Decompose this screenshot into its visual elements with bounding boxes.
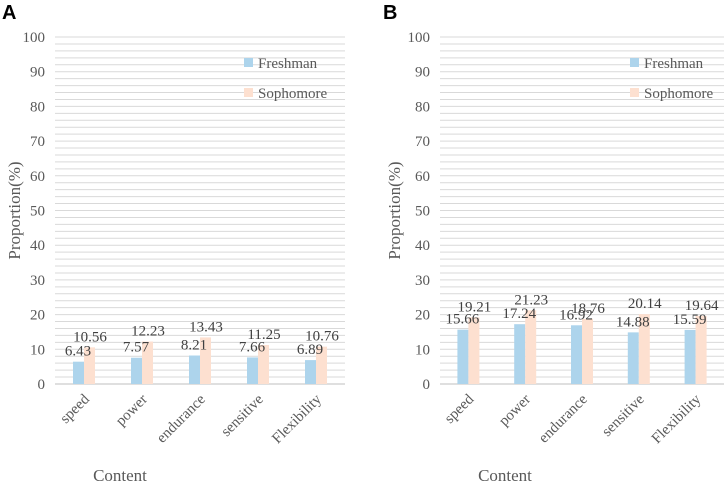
panel-a-bar-freshman-power — [131, 357, 142, 384]
panel-b-x-axis-title: Content — [478, 466, 532, 483]
panel-a-y-tick-label: 50 — [30, 204, 45, 220]
panel-a-y-tick-label: 30 — [30, 273, 45, 289]
panel-b-data-label-sophomore: 21.23 — [514, 292, 548, 308]
panel-b-bar-freshman-sensitive — [627, 332, 639, 384]
panel-a-letter: A — [2, 2, 16, 24]
panel-a-bar-freshman-speed — [73, 361, 84, 384]
panel-a-data-label-sophomore: 12.23 — [131, 324, 165, 340]
panel-b-y-tick-label: 30 — [415, 273, 430, 289]
panel-b-y-tick-label: 50 — [415, 204, 430, 220]
panel-a-bar-freshman-endurance — [189, 355, 200, 384]
panel-b-category-label: sensitive — [599, 391, 648, 440]
panel-b-letter: B — [383, 2, 397, 24]
panel-a-data-label-freshman: 7.57 — [123, 340, 150, 356]
panel-b-data-label-freshman: 15.59 — [673, 312, 707, 328]
panel-a-bar-sophomore-sensitive — [258, 344, 269, 384]
panel-b-y-tick-label: 20 — [415, 308, 430, 324]
panel-a-bar-freshman-sensitive — [247, 357, 258, 384]
panel-b-legend-label-sophomore: Sophomore — [644, 86, 714, 102]
panel-b-bar-freshman-flexibility — [684, 329, 696, 384]
panel-b-data-label-sophomore: 18.76 — [571, 301, 605, 317]
panel-b-legend-swatch-sophomore — [630, 88, 639, 97]
panel-a-data-label-sophomore: 11.25 — [247, 327, 280, 343]
panel-a-data-label-freshman: 7.66 — [239, 339, 266, 355]
panel-b-data-label-sophomore: 19.64 — [685, 298, 719, 314]
panel-a-legend-label-sophomore: Sophomore — [258, 86, 328, 102]
panel-a-y-tick-label: 70 — [30, 134, 45, 150]
panel-b-category-label: speed — [442, 391, 478, 427]
panel-a-data-label-freshman: 6.43 — [65, 344, 91, 360]
panel-a-y-tick-label: 0 — [38, 377, 46, 393]
panel-a-data-label-freshman: 8.21 — [181, 338, 207, 354]
panel-a-legend-swatch-freshman — [244, 58, 253, 67]
panel-a-data-label-sophomore: 10.56 — [73, 329, 107, 345]
panel-a-category-label: speed — [57, 391, 93, 427]
panel-b-y-tick-label: 80 — [415, 99, 430, 115]
panel-a-legend-swatch-sophomore — [244, 88, 253, 97]
panel-b-data-label-sophomore: 20.14 — [628, 296, 662, 312]
panel-a-y-tick-label: 10 — [30, 342, 45, 358]
panel-b-y-tick-label: 90 — [415, 65, 430, 81]
panel-a-data-label-sophomore: 10.76 — [305, 329, 339, 345]
panel-b-data-label-freshman: 14.88 — [616, 314, 650, 330]
panel-a-y-tick-label: 80 — [30, 99, 45, 115]
panel-a-bar-sophomore-speed — [84, 347, 95, 384]
panel-b-data-label-freshman: 17.24 — [502, 306, 536, 322]
panel-b-legend-swatch-freshman — [630, 58, 639, 67]
panel-b-y-tick-label: 60 — [415, 169, 430, 185]
panel-b-bar-sophomore-power — [525, 310, 537, 384]
panel-a-y-tick-label: 90 — [30, 65, 45, 81]
panel-a-category-label: sensitive — [218, 391, 267, 440]
panel-a-data-label-sophomore: 13.43 — [189, 319, 223, 335]
panel-b-y-tick-label: 10 — [415, 342, 430, 358]
panel-a-x-axis-title: Content — [93, 466, 147, 483]
panel-b-category-label: power — [496, 392, 534, 430]
panel-a-category-label: endurance — [154, 391, 209, 446]
panel-b-y-tick-label: 70 — [415, 134, 430, 150]
panel-b-data-label-freshman: 15.66 — [446, 312, 480, 328]
panel-b-category-label: Flexibility — [649, 391, 705, 447]
panel-b-y-axis-title: Proportion(%) — [385, 161, 404, 259]
panel-b-y-tick-label: 0 — [423, 377, 431, 393]
panel-b-data-label-sophomore: 19.21 — [458, 299, 492, 315]
panel-a-bar-sophomore-flexibility — [316, 346, 327, 384]
panel-b-data-label-freshman: 16.92 — [559, 307, 593, 323]
panel-b-y-tick-label: 100 — [408, 30, 431, 46]
panel-b-bar-freshman-endurance — [571, 325, 582, 384]
panel-b-bar-freshman-power — [514, 324, 526, 384]
panel-b-bar-sophomore-sensitive — [638, 314, 650, 384]
panel-a-y-tick-label: 100 — [23, 30, 46, 46]
panel-a-bar-sophomore-endurance — [200, 337, 211, 384]
panel-b-y-tick-label: 40 — [415, 238, 430, 254]
panel-b-bar-sophomore-flexibility — [695, 315, 707, 384]
panel-a-category-label: Flexibility — [269, 391, 325, 447]
panel-b-bar-sophomore-endurance — [582, 318, 593, 384]
panel-a-y-axis-title: Proportion(%) — [5, 161, 24, 259]
panel-a-bar-sophomore-power — [142, 341, 153, 384]
panel-b-legend-label-freshman: Freshman — [644, 56, 704, 72]
panel-a-y-tick-label: 40 — [30, 238, 45, 254]
panel-a-legend-label-freshman: Freshman — [258, 56, 318, 72]
panel-a-y-tick-label: 60 — [30, 169, 45, 185]
panel-b-bar-freshman-speed — [457, 329, 469, 384]
panel-a-bar-freshman-flexibility — [305, 360, 316, 384]
panel-b-category-label: endurance — [536, 391, 591, 446]
panel-b-bar-sophomore-speed — [468, 317, 480, 384]
panel-a-data-label-freshman: 6.89 — [297, 342, 323, 358]
panel-a-category-label: power — [113, 392, 151, 430]
panel-a-y-tick-label: 20 — [30, 308, 45, 324]
